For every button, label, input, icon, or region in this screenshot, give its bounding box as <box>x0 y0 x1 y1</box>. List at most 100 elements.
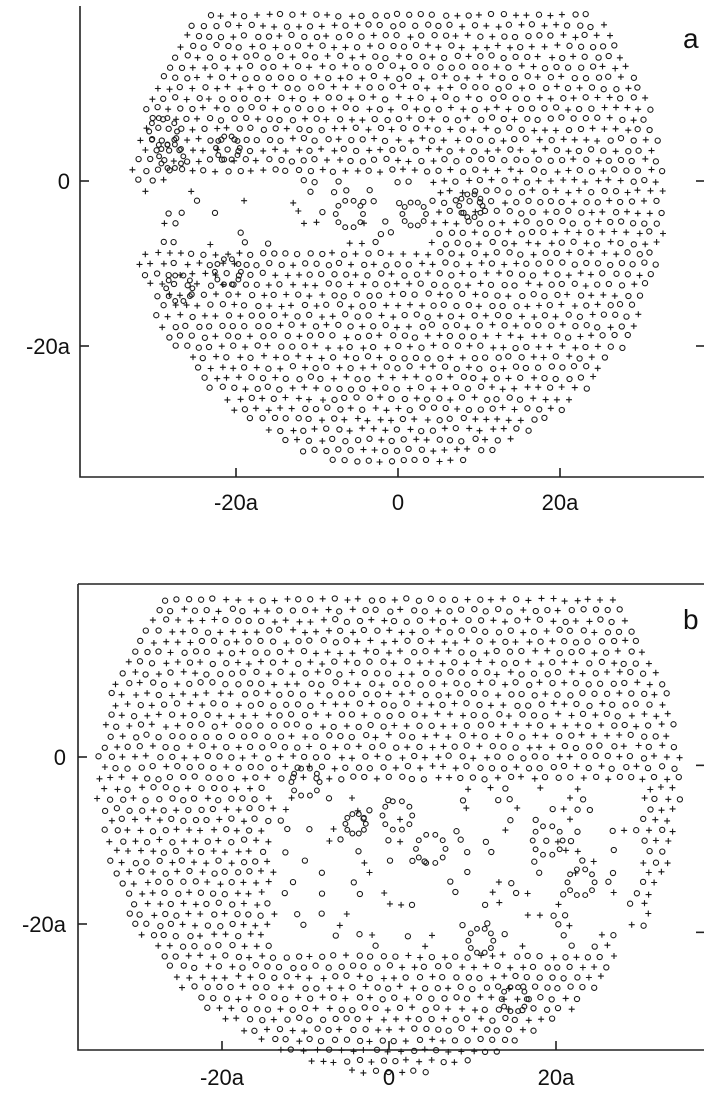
point-o <box>197 679 204 686</box>
point-plus <box>566 249 573 256</box>
point-plus <box>417 954 424 961</box>
point-plus <box>202 65 209 71</box>
point-o <box>635 147 642 154</box>
point-o <box>144 648 151 656</box>
point-o <box>235 681 242 688</box>
point-plus <box>428 638 435 645</box>
point-o <box>582 115 590 122</box>
point-o <box>401 355 408 362</box>
point-plus <box>245 994 252 1001</box>
point-plus <box>610 889 617 896</box>
point-o <box>289 1006 296 1013</box>
point-plus <box>189 270 196 277</box>
point-o <box>207 137 214 144</box>
point-o <box>402 974 409 981</box>
point-o <box>585 681 592 688</box>
point-o <box>346 74 353 81</box>
point-o <box>283 721 290 728</box>
point-o <box>350 773 357 780</box>
point-o <box>352 354 360 362</box>
point-plus <box>245 848 252 855</box>
point-plus <box>421 1046 428 1053</box>
point-plus <box>233 786 240 793</box>
point-o <box>460 414 467 422</box>
point-o <box>353 291 360 298</box>
point-plus <box>137 137 144 144</box>
point-o <box>211 870 218 877</box>
point-plus <box>266 11 273 18</box>
point-o <box>184 342 191 349</box>
point-o <box>186 763 193 771</box>
point-o <box>399 211 406 217</box>
point-o <box>222 616 229 624</box>
point-o <box>658 209 665 217</box>
point-plus <box>264 342 271 349</box>
point-o <box>282 1036 289 1043</box>
point-o <box>420 963 428 970</box>
point-o <box>483 187 490 194</box>
point-plus <box>564 228 571 235</box>
point-o <box>335 202 342 209</box>
point-o <box>420 776 428 783</box>
point-o <box>482 712 489 719</box>
point-o <box>359 303 366 310</box>
point-o <box>200 291 208 298</box>
point-plus <box>534 53 541 60</box>
point-plus <box>397 816 403 823</box>
point-o <box>599 332 606 339</box>
point-o <box>246 680 254 687</box>
point-o <box>401 203 408 210</box>
point-o <box>415 994 423 1001</box>
point-plus <box>312 1005 319 1012</box>
point-plus <box>548 240 555 247</box>
point-plus <box>635 311 642 318</box>
point-o <box>312 754 320 761</box>
point-o <box>160 238 167 246</box>
point-o <box>472 435 479 442</box>
point-plus <box>601 250 608 256</box>
point-o <box>400 456 407 464</box>
point-plus <box>494 416 501 423</box>
point-plus <box>258 1036 265 1043</box>
point-plus <box>236 250 243 257</box>
point-o <box>556 649 563 657</box>
point-plus <box>325 712 332 719</box>
point-plus <box>435 44 442 51</box>
point-plus <box>394 324 400 331</box>
point-o <box>241 239 249 246</box>
point-plus <box>598 722 605 729</box>
point-o <box>167 900 174 908</box>
point-o <box>505 1026 512 1033</box>
point-o <box>587 229 594 236</box>
point-o <box>156 607 163 614</box>
point-o <box>604 752 611 760</box>
point-o <box>390 42 397 50</box>
point-plus <box>358 240 365 247</box>
point-o <box>215 137 222 144</box>
point-o <box>428 722 435 729</box>
point-o <box>536 722 544 729</box>
point-o <box>335 178 342 185</box>
point-plus <box>150 807 157 814</box>
point-plus <box>350 629 356 636</box>
point-plus <box>669 784 676 791</box>
point-o <box>535 156 542 163</box>
point-plus <box>447 104 454 111</box>
point-o <box>471 249 478 257</box>
point-o <box>166 334 173 341</box>
point-plus <box>367 42 373 49</box>
point-o <box>609 827 616 835</box>
point-o <box>465 406 473 414</box>
point-o <box>394 365 401 372</box>
point-o <box>313 985 320 992</box>
point-o <box>240 733 248 740</box>
point-o <box>306 332 314 339</box>
point-o <box>428 137 436 144</box>
point-o <box>505 353 512 360</box>
point-o <box>442 845 449 852</box>
point-o <box>380 701 388 708</box>
point-plus <box>524 616 531 623</box>
point-o <box>203 606 210 614</box>
point-plus <box>419 302 426 309</box>
